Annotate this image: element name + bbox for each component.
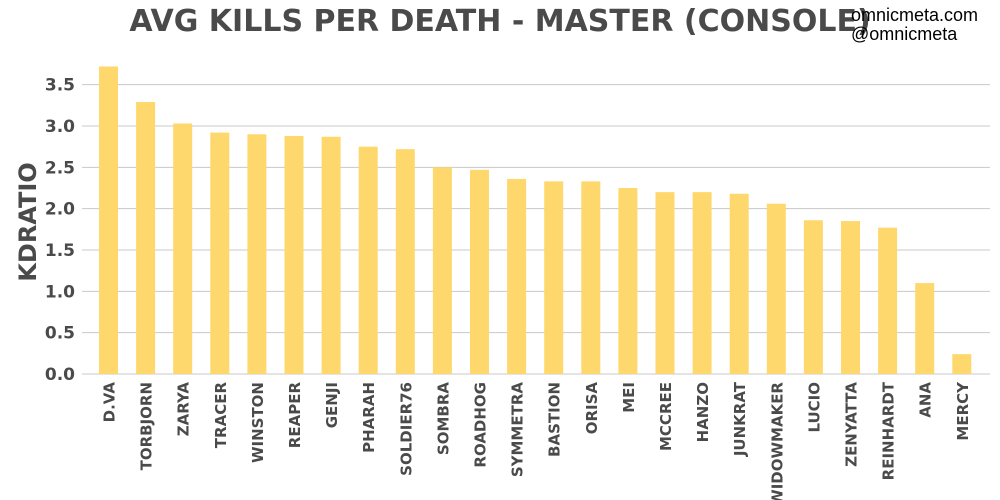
x-tick-label: D.VA [101, 382, 119, 423]
bar [618, 188, 638, 374]
bar [358, 146, 378, 374]
x-tick-label: MCCREE [657, 382, 675, 451]
x-tick-label: WINSTON [249, 382, 267, 463]
x-tick-label: WIDOWMAKER [768, 382, 786, 500]
bar [581, 181, 601, 374]
x-tick-label: ANA [917, 382, 935, 418]
y-tick-label: 2.5 [45, 158, 75, 178]
bar [692, 192, 712, 374]
bar [729, 193, 749, 374]
bar [915, 283, 935, 374]
bar [432, 167, 452, 374]
x-tick-label: PHARAH [360, 382, 378, 453]
x-tick-label: ZARYA [175, 382, 193, 437]
y-tick-label: 3.0 [45, 117, 75, 137]
x-tick-label: TRACER [212, 382, 230, 449]
bar [470, 169, 489, 374]
bar [841, 221, 860, 374]
x-tick-label: MERCY [954, 381, 972, 441]
y-tick-label: 2.0 [45, 200, 75, 220]
x-tick-label: SOLDIER76 [397, 382, 415, 476]
chart-title: AVG KILLS PER DEATH - MASTER (CONSOLE) [129, 4, 870, 39]
x-tick-label: TORBJORN [138, 382, 156, 470]
x-tick-label: ORISA [583, 382, 601, 435]
brand-site: omnicmeta.com [851, 5, 978, 25]
bars [99, 66, 972, 375]
bar [507, 178, 527, 374]
bar [173, 123, 193, 375]
y-axis-label: KDRATIO [14, 162, 42, 281]
bar [99, 66, 118, 374]
x-tick-label: MEI [620, 382, 638, 413]
x-axis-ticks: D.VA TORBJORN ZARYA TRACER WINSTON REAPER GENJ… [101, 381, 972, 500]
y-axis-ticks: 0.0 0.5 1.0 1.5 2.0 2.5 3.0 3.5 [45, 76, 75, 385]
x-tick-label: REAPER [286, 382, 304, 449]
bar [803, 220, 823, 374]
x-tick-label: HANZO [694, 382, 712, 442]
bar [395, 149, 415, 374]
gridlines [82, 84, 990, 375]
x-tick-label: LUCIO [805, 382, 823, 433]
x-tick-label: SOMBRA [434, 382, 452, 455]
bar [952, 354, 972, 374]
x-tick-label: ROADHOG [472, 382, 490, 468]
x-tick-label: REINHARDT [880, 381, 898, 480]
y-tick-label: 1.0 [45, 282, 75, 302]
x-tick-label: JUNKRAT [731, 381, 749, 457]
bar [878, 227, 898, 374]
bar [136, 102, 156, 374]
x-tick-label: ZENYATTA [843, 382, 861, 467]
y-tick-label: 1.5 [45, 241, 75, 261]
bar [210, 132, 230, 374]
bar [284, 135, 304, 374]
x-tick-label: GENJI [323, 382, 341, 428]
bar [655, 192, 675, 374]
bar [321, 136, 341, 374]
x-tick-label: BASTION [546, 382, 564, 457]
brand-handle: @omnicmeta [851, 24, 958, 44]
bar [544, 181, 564, 374]
y-tick-label: 3.5 [45, 76, 75, 96]
y-tick-label: 0.0 [45, 365, 75, 385]
x-tick-label: SYMMETRA [509, 382, 527, 478]
bar [766, 203, 786, 374]
y-tick-label: 0.5 [45, 324, 75, 344]
bar [247, 134, 267, 374]
